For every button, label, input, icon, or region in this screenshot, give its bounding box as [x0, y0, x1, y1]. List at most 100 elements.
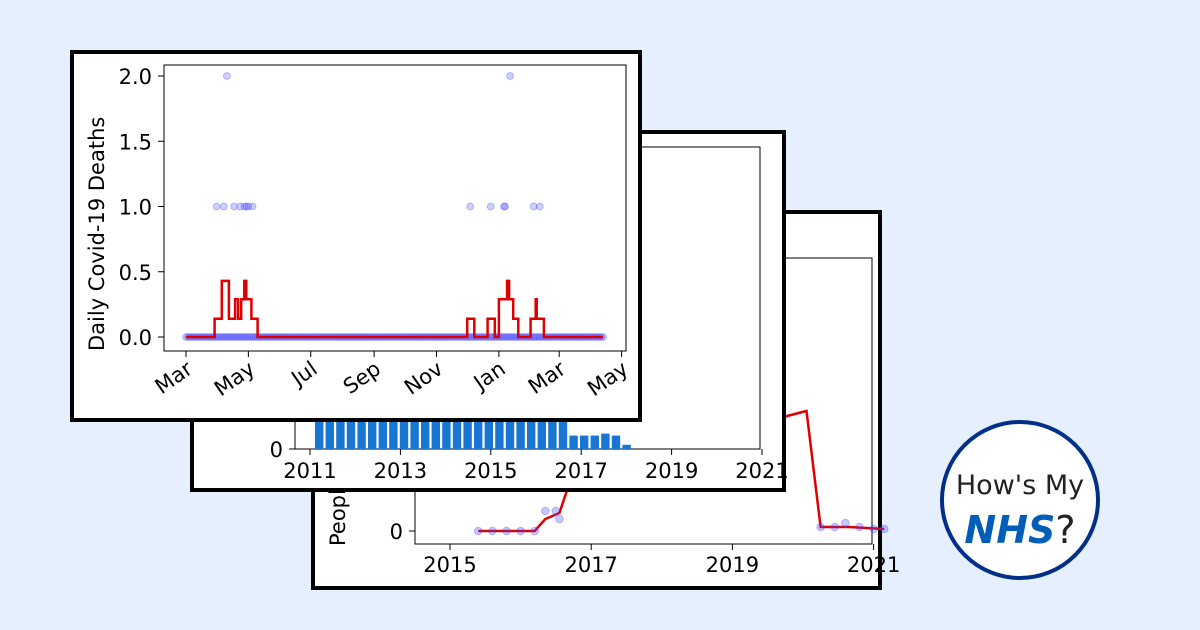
data-point	[219, 202, 228, 211]
data-point	[242, 202, 251, 211]
data-point	[229, 333, 237, 341]
data-point	[500, 202, 508, 211]
x-tick-label: 2011	[283, 459, 336, 483]
data-point	[473, 526, 483, 536]
data-point	[529, 202, 538, 211]
data-point	[236, 202, 245, 211]
bar	[463, 421, 472, 449]
bar	[548, 421, 557, 449]
data-point	[503, 333, 511, 341]
x-tick-label: Jul	[285, 356, 321, 391]
logo-text-line2: NHS?	[944, 508, 1096, 552]
data-point	[244, 202, 253, 211]
bar	[346, 421, 356, 449]
x-tick-label: Mar	[524, 356, 571, 399]
data-point	[507, 333, 516, 341]
data-point	[535, 202, 544, 211]
data-point	[816, 522, 825, 532]
x-tick-label: 2017	[564, 553, 617, 577]
bar	[580, 435, 589, 449]
x-tick-label: May	[210, 356, 259, 401]
data-point	[233, 333, 242, 341]
bar	[601, 433, 610, 449]
bar	[325, 421, 334, 449]
data-point	[555, 514, 564, 524]
bar	[569, 435, 578, 449]
data-point	[506, 72, 515, 80]
data-point	[879, 524, 889, 534]
data-point	[541, 506, 550, 516]
data-point	[243, 333, 252, 341]
rolling-average-line	[186, 279, 604, 339]
x-tick-label: 2013	[374, 459, 427, 483]
bar	[315, 421, 324, 449]
data-point	[855, 522, 864, 532]
y-tick-label: 0.0	[119, 326, 152, 350]
bar	[495, 421, 504, 449]
logo-suffix: ?	[1055, 508, 1076, 552]
data-point	[223, 72, 231, 80]
data-point	[230, 202, 238, 211]
logo-text-line1: How's My	[955, 470, 1085, 501]
y-tick-label: 0.5	[119, 261, 152, 285]
y-tick-label: 1.5	[119, 130, 152, 154]
bar	[516, 421, 525, 449]
data-point	[830, 522, 840, 532]
data-point	[223, 333, 231, 341]
data-point	[516, 526, 525, 536]
data-point	[551, 506, 561, 516]
data-point	[218, 333, 227, 341]
x-tick-label: 2021	[735, 459, 788, 483]
data-point	[501, 202, 509, 211]
data-point	[486, 202, 495, 211]
y-tick-label: 2.0	[119, 65, 152, 89]
bar	[410, 421, 419, 449]
y-tick-label: 0	[270, 438, 283, 462]
data-point	[225, 333, 233, 341]
bar	[442, 421, 451, 449]
bar	[378, 421, 387, 449]
data-point	[220, 333, 229, 341]
bar	[527, 421, 536, 449]
y-tick-label: 1.0	[119, 196, 152, 220]
x-tick-label: Mar	[151, 356, 198, 399]
x-tick-label: Nov	[400, 356, 447, 399]
data-point	[245, 333, 254, 341]
x-tick-label: Jan	[468, 356, 510, 395]
hows-my-nhs-logo: How's My NHS?	[940, 420, 1100, 580]
data-point	[231, 333, 239, 341]
bar	[399, 421, 409, 449]
x-tick-label: May	[583, 356, 632, 401]
data-point	[841, 518, 850, 528]
data-point	[466, 202, 475, 211]
data-point	[239, 333, 248, 341]
bar	[590, 435, 599, 449]
data-point	[247, 333, 256, 341]
x-tick-label: 2015	[423, 553, 476, 577]
logo-brand: NHS	[964, 508, 1056, 552]
data-point	[531, 333, 540, 341]
x-tick-label: 2019	[706, 553, 759, 577]
data-point	[212, 202, 221, 211]
data-point	[505, 333, 514, 341]
data-point	[530, 526, 540, 536]
front-chart: 0.0 0.5 1.0 1.5 2.0 Mar May Jul Sep Nov Jan Mar May D…	[85, 64, 632, 401]
x-tick-label: 2017	[554, 459, 607, 483]
bar	[431, 421, 440, 449]
data-point	[502, 526, 511, 536]
bar	[452, 421, 462, 449]
x-tick-label: Sep	[339, 356, 385, 398]
bar	[421, 421, 430, 449]
data-point	[248, 202, 257, 211]
bar	[622, 444, 631, 449]
bar	[336, 421, 345, 449]
data-point	[501, 333, 509, 341]
data-point	[240, 202, 249, 211]
data-point	[237, 333, 246, 341]
y-axis-label: Daily Covid-19 Deaths	[85, 117, 109, 351]
bar	[474, 421, 483, 449]
bar	[558, 421, 568, 449]
data-point	[488, 526, 497, 536]
bar	[389, 421, 398, 449]
bar	[484, 421, 493, 449]
